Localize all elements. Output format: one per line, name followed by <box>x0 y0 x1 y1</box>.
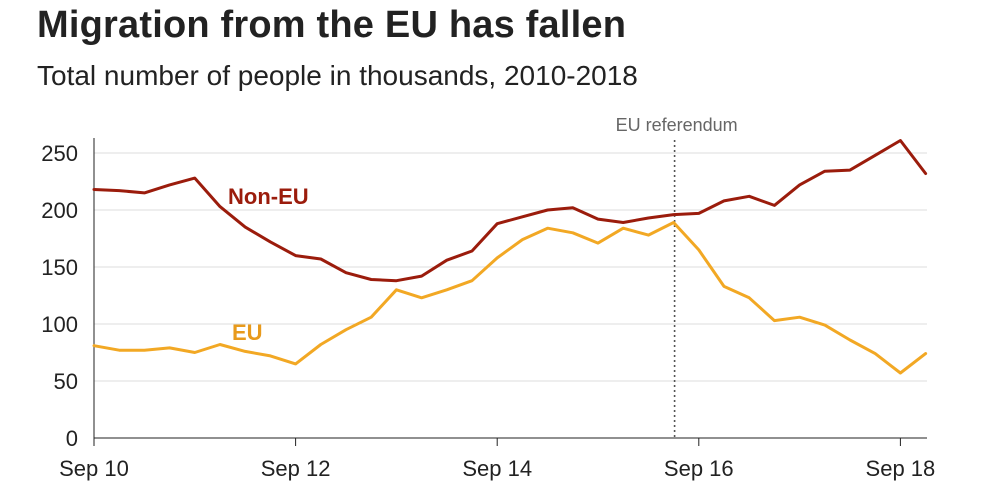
y-tick-label: 50 <box>54 369 78 394</box>
y-tick-label: 0 <box>66 426 78 451</box>
x-tick-label: Sep 14 <box>462 456 532 481</box>
chart-subtitle: Total number of people in thousands, 201… <box>37 60 638 91</box>
y-tick-label: 200 <box>41 198 78 223</box>
referendum-label: EU referendum <box>616 115 738 135</box>
series-line-eu <box>92 221 928 375</box>
x-tick-label: Sep 10 <box>59 456 129 481</box>
series-line-non-eu <box>92 139 928 283</box>
x-tick-label: Sep 12 <box>261 456 331 481</box>
y-tick-label: 150 <box>41 255 78 280</box>
x-tick-label: Sep 18 <box>866 456 936 481</box>
x-tick-label: Sep 16 <box>664 456 734 481</box>
y-tick-label: 100 <box>41 312 78 337</box>
series-label-non-eu: Non-EU <box>228 184 309 209</box>
chart-title: Migration from the EU has fallen <box>37 4 627 46</box>
y-tick-label: 250 <box>41 141 78 166</box>
series-label-eu: EU <box>232 320 263 345</box>
